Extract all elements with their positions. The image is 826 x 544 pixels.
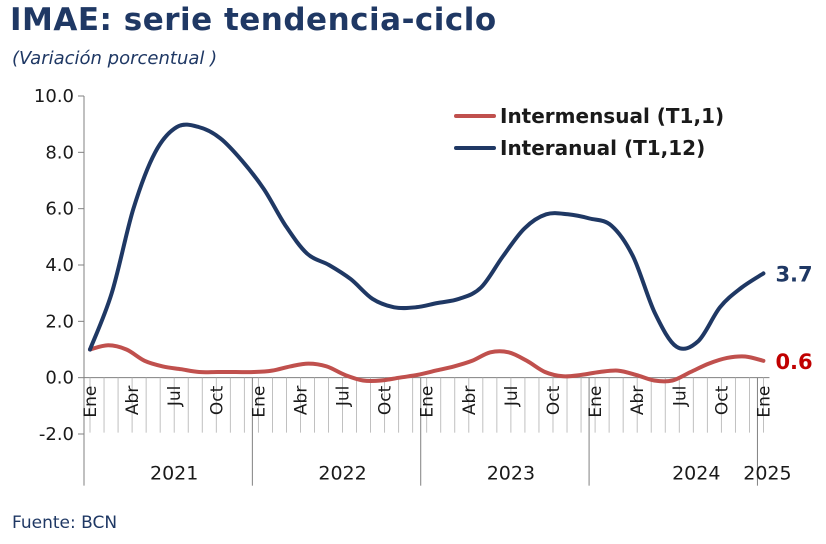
y-tick-label: 2.0 bbox=[45, 311, 74, 332]
end-labels: 0.6 3.7 bbox=[775, 262, 812, 373]
x-tick-label: Ene bbox=[81, 386, 101, 418]
x-tick-label: Jul bbox=[502, 386, 522, 408]
year-label: 2023 bbox=[487, 463, 535, 485]
x-tick-label: Ene bbox=[754, 386, 774, 418]
x-tick-label: Oct bbox=[207, 385, 227, 415]
year-label: 2022 bbox=[318, 463, 366, 485]
x-tick-label: Ene bbox=[249, 386, 269, 418]
legend: Intermensual (T1,1) Interanual (T1,12) bbox=[454, 104, 724, 160]
y-tick-label: -2.0 bbox=[39, 424, 74, 445]
y-tick-label: 8.0 bbox=[45, 142, 74, 163]
y-tick-label: 4.0 bbox=[45, 255, 74, 276]
x-tick-label: Jul bbox=[165, 386, 185, 408]
chart-subtitle: (Variación porcentual ) bbox=[12, 48, 218, 69]
series-line bbox=[88, 343, 766, 384]
x-tick-label: Oct bbox=[544, 385, 564, 415]
x-tick-label: Jul bbox=[334, 386, 354, 408]
x-tick-label: Abr bbox=[460, 386, 480, 415]
x-tick-label: Ene bbox=[418, 386, 438, 418]
year-label: 2024 bbox=[672, 463, 720, 485]
x-tick-label: Oct bbox=[376, 385, 396, 415]
axes-group: 10.0 8.0 6.0 4.0 2.0 0.0 -2.0 Ene Abr Jul Oct Ene Ab… bbox=[34, 86, 792, 486]
end-value-label: 3.7 bbox=[775, 262, 812, 286]
series-layer bbox=[88, 122, 766, 384]
y-tick-label: 6.0 bbox=[45, 199, 74, 220]
x-tick-label: Jul bbox=[670, 386, 690, 408]
series-line bbox=[88, 122, 766, 352]
x-tick-label: Abr bbox=[291, 386, 311, 415]
source-note: Fuente: BCN bbox=[12, 513, 118, 533]
year-label: 2025 bbox=[743, 463, 791, 485]
x-tick-label: Ene bbox=[586, 386, 606, 418]
x-tick-label: Abr bbox=[123, 386, 143, 415]
end-value-label: 0.6 bbox=[775, 350, 812, 374]
y-tick-label: 10.0 bbox=[34, 86, 74, 107]
x-tick-label: Abr bbox=[628, 386, 648, 415]
legend-label: Intermensual (T1,1) bbox=[500, 104, 724, 128]
x-tick-label: Oct bbox=[712, 385, 732, 415]
y-tick-label: 0.0 bbox=[45, 368, 74, 389]
chart-title: IMAE: serie tendencia-ciclo bbox=[10, 2, 497, 38]
legend-label: Interanual (T1,12) bbox=[500, 136, 705, 160]
year-label: 2021 bbox=[150, 463, 198, 485]
